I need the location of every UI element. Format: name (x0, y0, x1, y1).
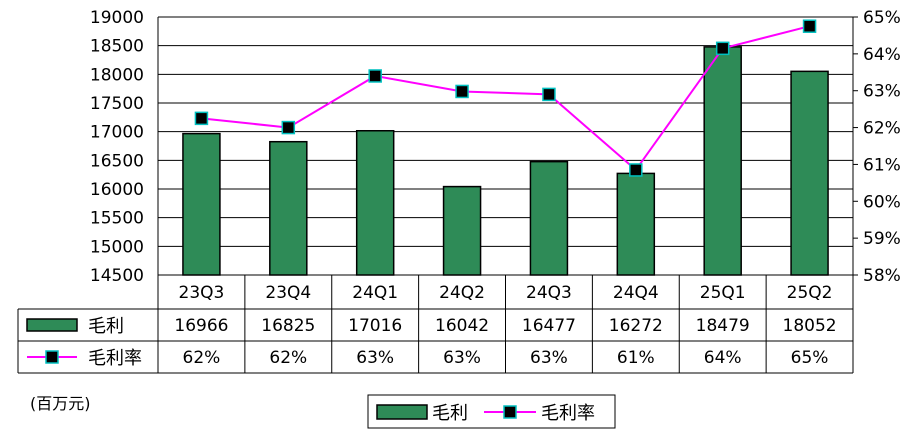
legend-bar-name: 毛利 (432, 403, 468, 424)
bar (442, 185, 482, 276)
bar (790, 70, 829, 276)
left-tick-label: 16000 (90, 180, 144, 200)
bar (616, 172, 656, 276)
left-tick-label: 18500 (90, 37, 144, 57)
legend-bar-key (376, 404, 428, 420)
line-marker (715, 41, 730, 56)
bar (269, 140, 308, 276)
left-tick-label: 17500 (90, 94, 144, 114)
right-axis: 58% 59% 60% 61% 62% 63% 64% 65% (853, 8, 901, 286)
category-label: 25Q2 (787, 283, 833, 303)
right-tick-label: 65% (863, 8, 901, 28)
bar-series (182, 46, 829, 276)
bar-data-label: 16825 (261, 316, 315, 336)
left-tick-label: 17000 (90, 123, 144, 143)
right-tick-label: 63% (863, 82, 901, 102)
category-label: 23Q4 (265, 283, 311, 303)
line-marker (368, 69, 382, 83)
bar-data-label: 16966 (174, 316, 228, 336)
category-label: 24Q4 (613, 283, 659, 303)
category-label: 23Q3 (179, 283, 225, 303)
line-data-label: 64% (704, 348, 742, 368)
bar (182, 132, 221, 276)
table-bar-key (26, 318, 78, 332)
bar (703, 46, 742, 276)
category-label: 24Q2 (439, 283, 485, 303)
right-tick-label: 64% (863, 45, 901, 65)
table-bar-series-name: 毛利 (88, 316, 124, 337)
line-path (201, 25, 810, 172)
bar-data-label: 17016 (348, 316, 402, 336)
left-tick-label: 15000 (90, 237, 144, 257)
right-tick-label: 61% (863, 155, 901, 175)
legend-line-marker (503, 405, 517, 419)
right-tick-label: 58% (863, 266, 901, 286)
left-tick-label: 16500 (90, 151, 144, 171)
left-tick-label: 15500 (90, 209, 144, 229)
table-line-series-name: 毛利率 (88, 348, 142, 369)
legend: 毛利 毛利率 (367, 394, 616, 429)
line-data-label: 62% (183, 348, 221, 368)
line-data-label: 63% (443, 348, 481, 368)
left-tick-label: 14500 (90, 266, 144, 286)
bar-data-label: 16042 (435, 316, 489, 336)
category-label: 25Q1 (700, 283, 746, 303)
line-marker (455, 84, 469, 99)
right-tick-label: 59% (863, 229, 901, 249)
line-marker (629, 163, 643, 177)
line-marker (542, 87, 556, 102)
bar-data-label: 18479 (696, 316, 750, 336)
bar (529, 160, 569, 276)
line-data-label: 63% (356, 348, 394, 368)
line-data-label: 62% (269, 348, 307, 368)
line-series (194, 19, 817, 177)
category-label: 24Q3 (526, 283, 572, 303)
bar-data-label: 18052 (783, 316, 837, 336)
unit-label: (百万元) (30, 394, 91, 413)
line-marker (281, 120, 296, 135)
category-label: 24Q1 (352, 283, 398, 303)
data-table: 23Q3 23Q4 24Q1 24Q2 24Q3 24Q4 25Q1 25Q2 16966 168… (17, 275, 853, 374)
right-tick-label: 60% (863, 192, 901, 212)
table-line-key-marker (45, 350, 59, 364)
right-tick-label: 62% (863, 119, 901, 139)
left-tick-label: 19000 (90, 8, 144, 28)
line-marker (194, 111, 209, 126)
line-marker (802, 19, 817, 33)
bar (355, 129, 395, 276)
left-tick-label: 18000 (90, 65, 144, 85)
line-data-label: 63% (530, 348, 568, 368)
left-axis: 14500 15000 15500 16000 16500 17000 17500 18000… (90, 8, 144, 286)
line-data-label: 65% (791, 348, 829, 368)
line-data-label: 61% (617, 348, 655, 368)
bar-data-label: 16477 (522, 316, 576, 336)
legend-line-name: 毛利率 (541, 403, 595, 424)
bar-data-label: 16272 (609, 316, 663, 336)
